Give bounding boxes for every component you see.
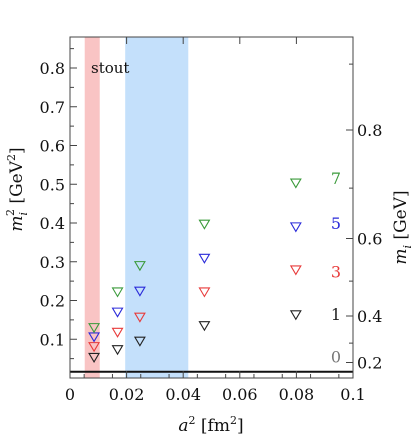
data-point	[111, 345, 124, 356]
data-point	[111, 287, 124, 298]
data-point	[111, 327, 124, 338]
series-label: 5	[331, 214, 341, 233]
band-0	[84, 37, 100, 378]
y-tick-label: 0.7	[40, 98, 65, 117]
data-point	[111, 307, 124, 318]
data-point	[289, 178, 302, 189]
data-point	[133, 261, 146, 272]
x-tick-label: 0	[65, 385, 75, 404]
series-label: 7	[331, 169, 341, 188]
data-point	[289, 222, 302, 233]
plot-frame	[69, 36, 354, 379]
data-point	[133, 312, 146, 323]
band-1	[125, 37, 189, 378]
data-point	[198, 287, 211, 298]
x-tick-label: 0.08	[279, 385, 315, 404]
y-tick-label: 0.6	[40, 137, 65, 156]
y-tick-label: 0.1	[40, 330, 65, 349]
x-tick-label: 0.06	[222, 385, 258, 404]
stout-annotation: stout	[91, 59, 129, 77]
data-point	[88, 352, 101, 364]
series-label: 1	[331, 305, 341, 324]
right-tick-label: 0.4	[357, 307, 382, 326]
data-point	[133, 286, 146, 297]
x-tick-label: 0.1	[340, 385, 365, 404]
y-tick-label: 0.3	[40, 253, 65, 272]
x-axis-label: a2 [fm2]	[178, 414, 243, 436]
axis-ticks: 0 0.02 0.04 0.06 0.08 0.1 0.1 0.2 0.3 0.4 0.5 0.6 0.…	[40, 37, 382, 404]
right-axis-label: mi [GeV]	[391, 190, 414, 264]
data-point	[198, 253, 211, 264]
y-tick-label: 0.2	[40, 292, 65, 311]
y-tick-label: 0.8	[40, 59, 65, 78]
data-point	[88, 323, 101, 334]
right-tick-label: 0.8	[357, 121, 382, 140]
x-tick-label: 0.04	[165, 385, 201, 404]
y-tick-label: 0.5	[40, 175, 65, 194]
series-label: 3	[331, 262, 341, 281]
data-point	[198, 321, 211, 332]
y-axis-label: mi2 [GeV2]	[4, 147, 30, 231]
y-tick-label: 0.4	[40, 214, 65, 233]
series-label: 0	[331, 348, 341, 367]
data-point	[198, 219, 211, 230]
right-tick-label: 0.6	[357, 230, 382, 249]
shaded-bands	[84, 37, 189, 378]
data-point	[289, 310, 302, 321]
right-tick-label: 0.2	[357, 354, 382, 373]
data-point	[133, 336, 146, 347]
x-tick-label: 0.02	[109, 385, 145, 404]
data-point	[289, 265, 302, 276]
data-points	[88, 178, 302, 364]
data-point	[88, 342, 101, 353]
series-labels: 0 1 3 5 7	[331, 169, 341, 367]
